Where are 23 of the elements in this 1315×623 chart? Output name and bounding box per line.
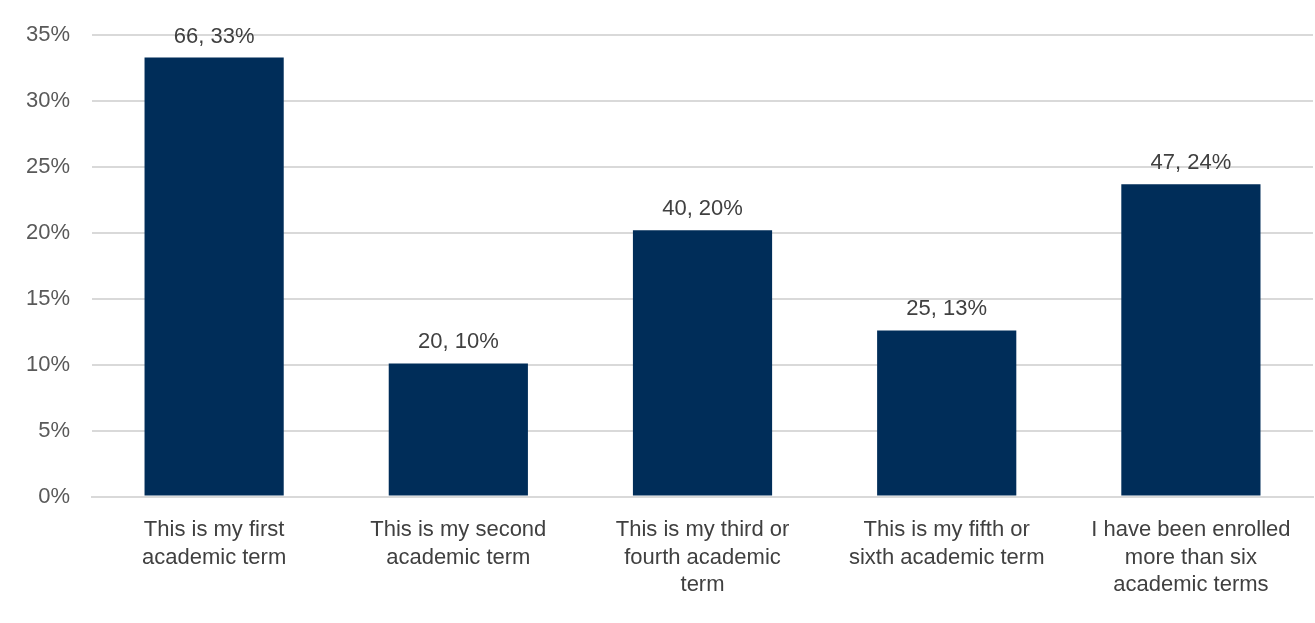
bar bbox=[877, 330, 1017, 496]
bar bbox=[144, 57, 284, 496]
bar bbox=[1121, 184, 1261, 496]
y-tick-label: 30% bbox=[25, 87, 71, 113]
x-tick-label: I have been enrolled more than six academic terms bbox=[1091, 516, 1291, 597]
x-tick-label: This is my fifth or sixth academic term bbox=[848, 516, 1045, 569]
bar bbox=[632, 230, 773, 496]
data-label: 47, 24% bbox=[1150, 149, 1232, 175]
y-tick-label: 20% bbox=[25, 218, 71, 244]
data-label: 25, 13% bbox=[906, 295, 988, 321]
x-tick-label: This is my first academic term bbox=[141, 516, 287, 569]
data-label: 66, 33% bbox=[173, 22, 255, 48]
y-tick-label: 15% bbox=[25, 284, 71, 310]
y-tick-label: 10% bbox=[25, 350, 71, 376]
bar bbox=[388, 363, 528, 496]
data-label: 20, 10% bbox=[417, 328, 499, 354]
x-tick-label: This is my second academic term bbox=[370, 516, 547, 569]
y-tick-label: 0% bbox=[38, 482, 71, 508]
x-tick-label: This is my third or fourth academic term bbox=[615, 516, 790, 597]
y-tick-label: 5% bbox=[38, 416, 71, 442]
y-tick-label: 25% bbox=[25, 153, 71, 179]
y-tick-label: 35% bbox=[25, 21, 71, 47]
data-label: 40, 20% bbox=[662, 195, 743, 221]
